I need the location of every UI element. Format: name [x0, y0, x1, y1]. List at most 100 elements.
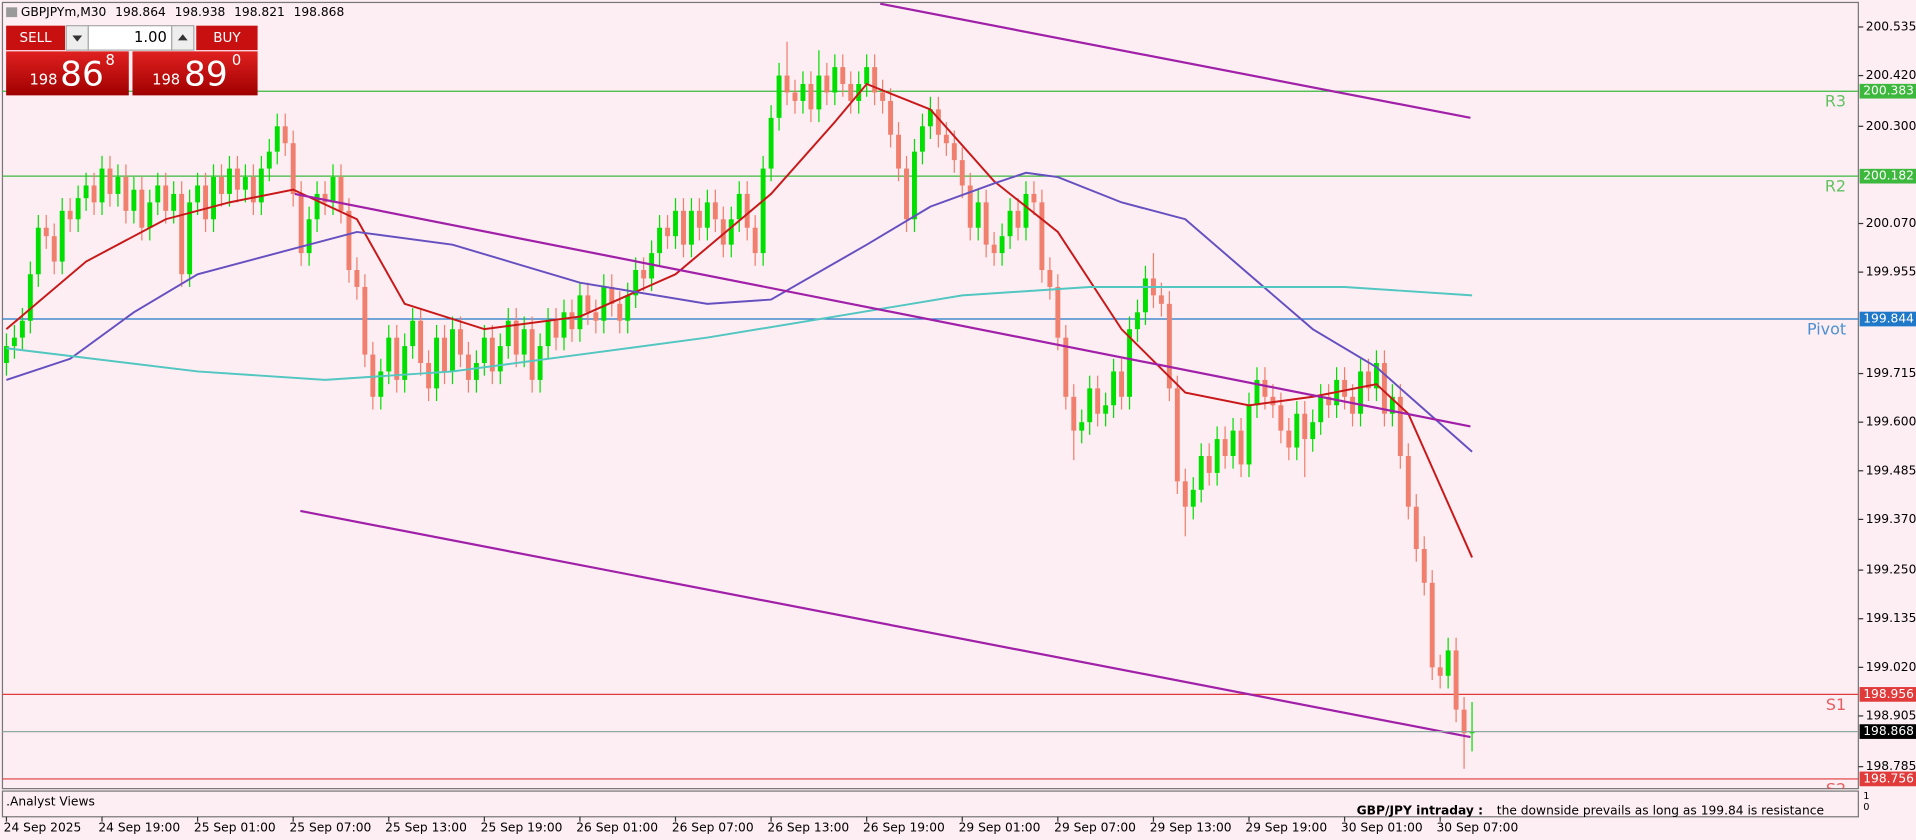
candle-body [19, 320, 25, 338]
trade-panel: SELL 1.00 BUY 198 86 8 198 89 0 [6, 25, 258, 96]
level-price-box [1859, 687, 1916, 702]
candle-body [1119, 371, 1125, 397]
candle-body [1206, 455, 1212, 473]
candle-body [665, 227, 671, 237]
candle-body [625, 295, 631, 321]
down-arrow [72, 35, 83, 42]
candle-body [1413, 506, 1419, 549]
candle-body [736, 193, 742, 220]
moving-average [6, 171, 1473, 453]
candle-body [1103, 405, 1109, 414]
level-label: Pivot [1807, 320, 1846, 339]
y-tick-label: 200.535 [1866, 19, 1916, 33]
moving-average [6, 285, 1473, 381]
candle-body [1047, 270, 1053, 287]
candle-body [832, 67, 838, 93]
buy-button[interactable] [196, 25, 258, 51]
bid-prefix: 198 [29, 72, 57, 89]
candle-body [1397, 396, 1403, 456]
ask-big: 89 [184, 54, 228, 94]
sell-button[interactable] [6, 25, 66, 51]
bid-box[interactable] [6, 51, 129, 96]
subwindow-title: .Analyst Views [6, 795, 95, 809]
candle-body [784, 75, 790, 93]
candle-body [1111, 371, 1117, 406]
candle-body [139, 189, 145, 228]
level-price-box [1859, 83, 1916, 99]
x-tick-label: 25 Sep 13:00 [385, 820, 467, 834]
lot-input[interactable] [87, 25, 173, 51]
y-tick-label: 199.135 [1866, 611, 1916, 625]
y-tick-label: 198.785 [1866, 759, 1916, 773]
candle-body [904, 168, 909, 220]
level-price-box [1859, 311, 1916, 327]
candle-body [1453, 650, 1459, 710]
candle-body [107, 168, 113, 194]
candle-body [1031, 193, 1037, 203]
candle-body [1350, 396, 1356, 414]
candle-body [1198, 455, 1204, 490]
candle-body [529, 329, 535, 380]
candle-body [991, 244, 997, 254]
candle-body [370, 354, 376, 397]
candle-body [681, 210, 686, 245]
candle-body [187, 202, 193, 275]
candle-body [983, 202, 989, 245]
candle-body [1405, 455, 1411, 507]
candle-body [927, 109, 933, 127]
candle-body [147, 202, 153, 228]
candle-body [1358, 371, 1363, 414]
candle-body [872, 67, 878, 93]
candle-body [1318, 396, 1324, 423]
candle-body [673, 210, 678, 237]
candle-body [800, 84, 806, 101]
candle-body [641, 270, 647, 279]
candle-body [744, 193, 750, 228]
x-tick-label: 29 Sep 13:00 [1150, 820, 1232, 834]
last-high: 198.938 [175, 5, 226, 19]
candle-body [163, 185, 169, 211]
candle-body [601, 286, 607, 321]
candle-body [314, 193, 320, 220]
candle-body [457, 329, 463, 355]
candle-body [250, 177, 256, 203]
candle-body [131, 189, 137, 211]
y-tick-label: 199.955 [1866, 265, 1916, 279]
candle-body [203, 185, 209, 220]
candle-body [1270, 396, 1276, 406]
ask-prefix: 198 [152, 72, 180, 89]
candle-body [91, 185, 97, 203]
candle-body [545, 320, 551, 347]
x-tick-label: 26 Sep 01:00 [576, 820, 658, 834]
candle-body [155, 185, 161, 203]
candle-body [179, 193, 185, 275]
x-tick-label: 26 Sep 13:00 [767, 820, 849, 834]
candle-body [999, 236, 1005, 254]
candle-body [282, 126, 288, 144]
candle-body [1023, 193, 1029, 228]
candle-body [1135, 312, 1140, 330]
candle-body [83, 185, 89, 199]
candle-body [1429, 582, 1435, 668]
last-price: 198.868 [1863, 724, 1914, 738]
candle-body [1127, 329, 1132, 397]
y-tick-label: 200.420 [1866, 68, 1916, 82]
candle-body [1310, 422, 1316, 440]
candle-body [967, 185, 973, 228]
x-tick-label: 29 Sep 19:00 [1245, 820, 1327, 834]
candle-body [1071, 396, 1077, 431]
bid-big: 86 [60, 54, 104, 94]
candle-body [242, 177, 248, 190]
candle-body [338, 177, 344, 211]
ask-box[interactable] [132, 51, 258, 96]
x-tick-label: 30 Sep 07:00 [1436, 820, 1518, 834]
subwindow-tick-label: 0 [1863, 802, 1869, 813]
candle-body [1087, 388, 1093, 423]
candle-body [1421, 548, 1427, 583]
candle-body [234, 168, 240, 190]
candle-body [896, 134, 901, 169]
candle-body [553, 320, 559, 338]
candle-body [521, 329, 527, 355]
candle-body [959, 160, 965, 186]
x-tick-label: 29 Sep 01:00 [959, 820, 1041, 834]
